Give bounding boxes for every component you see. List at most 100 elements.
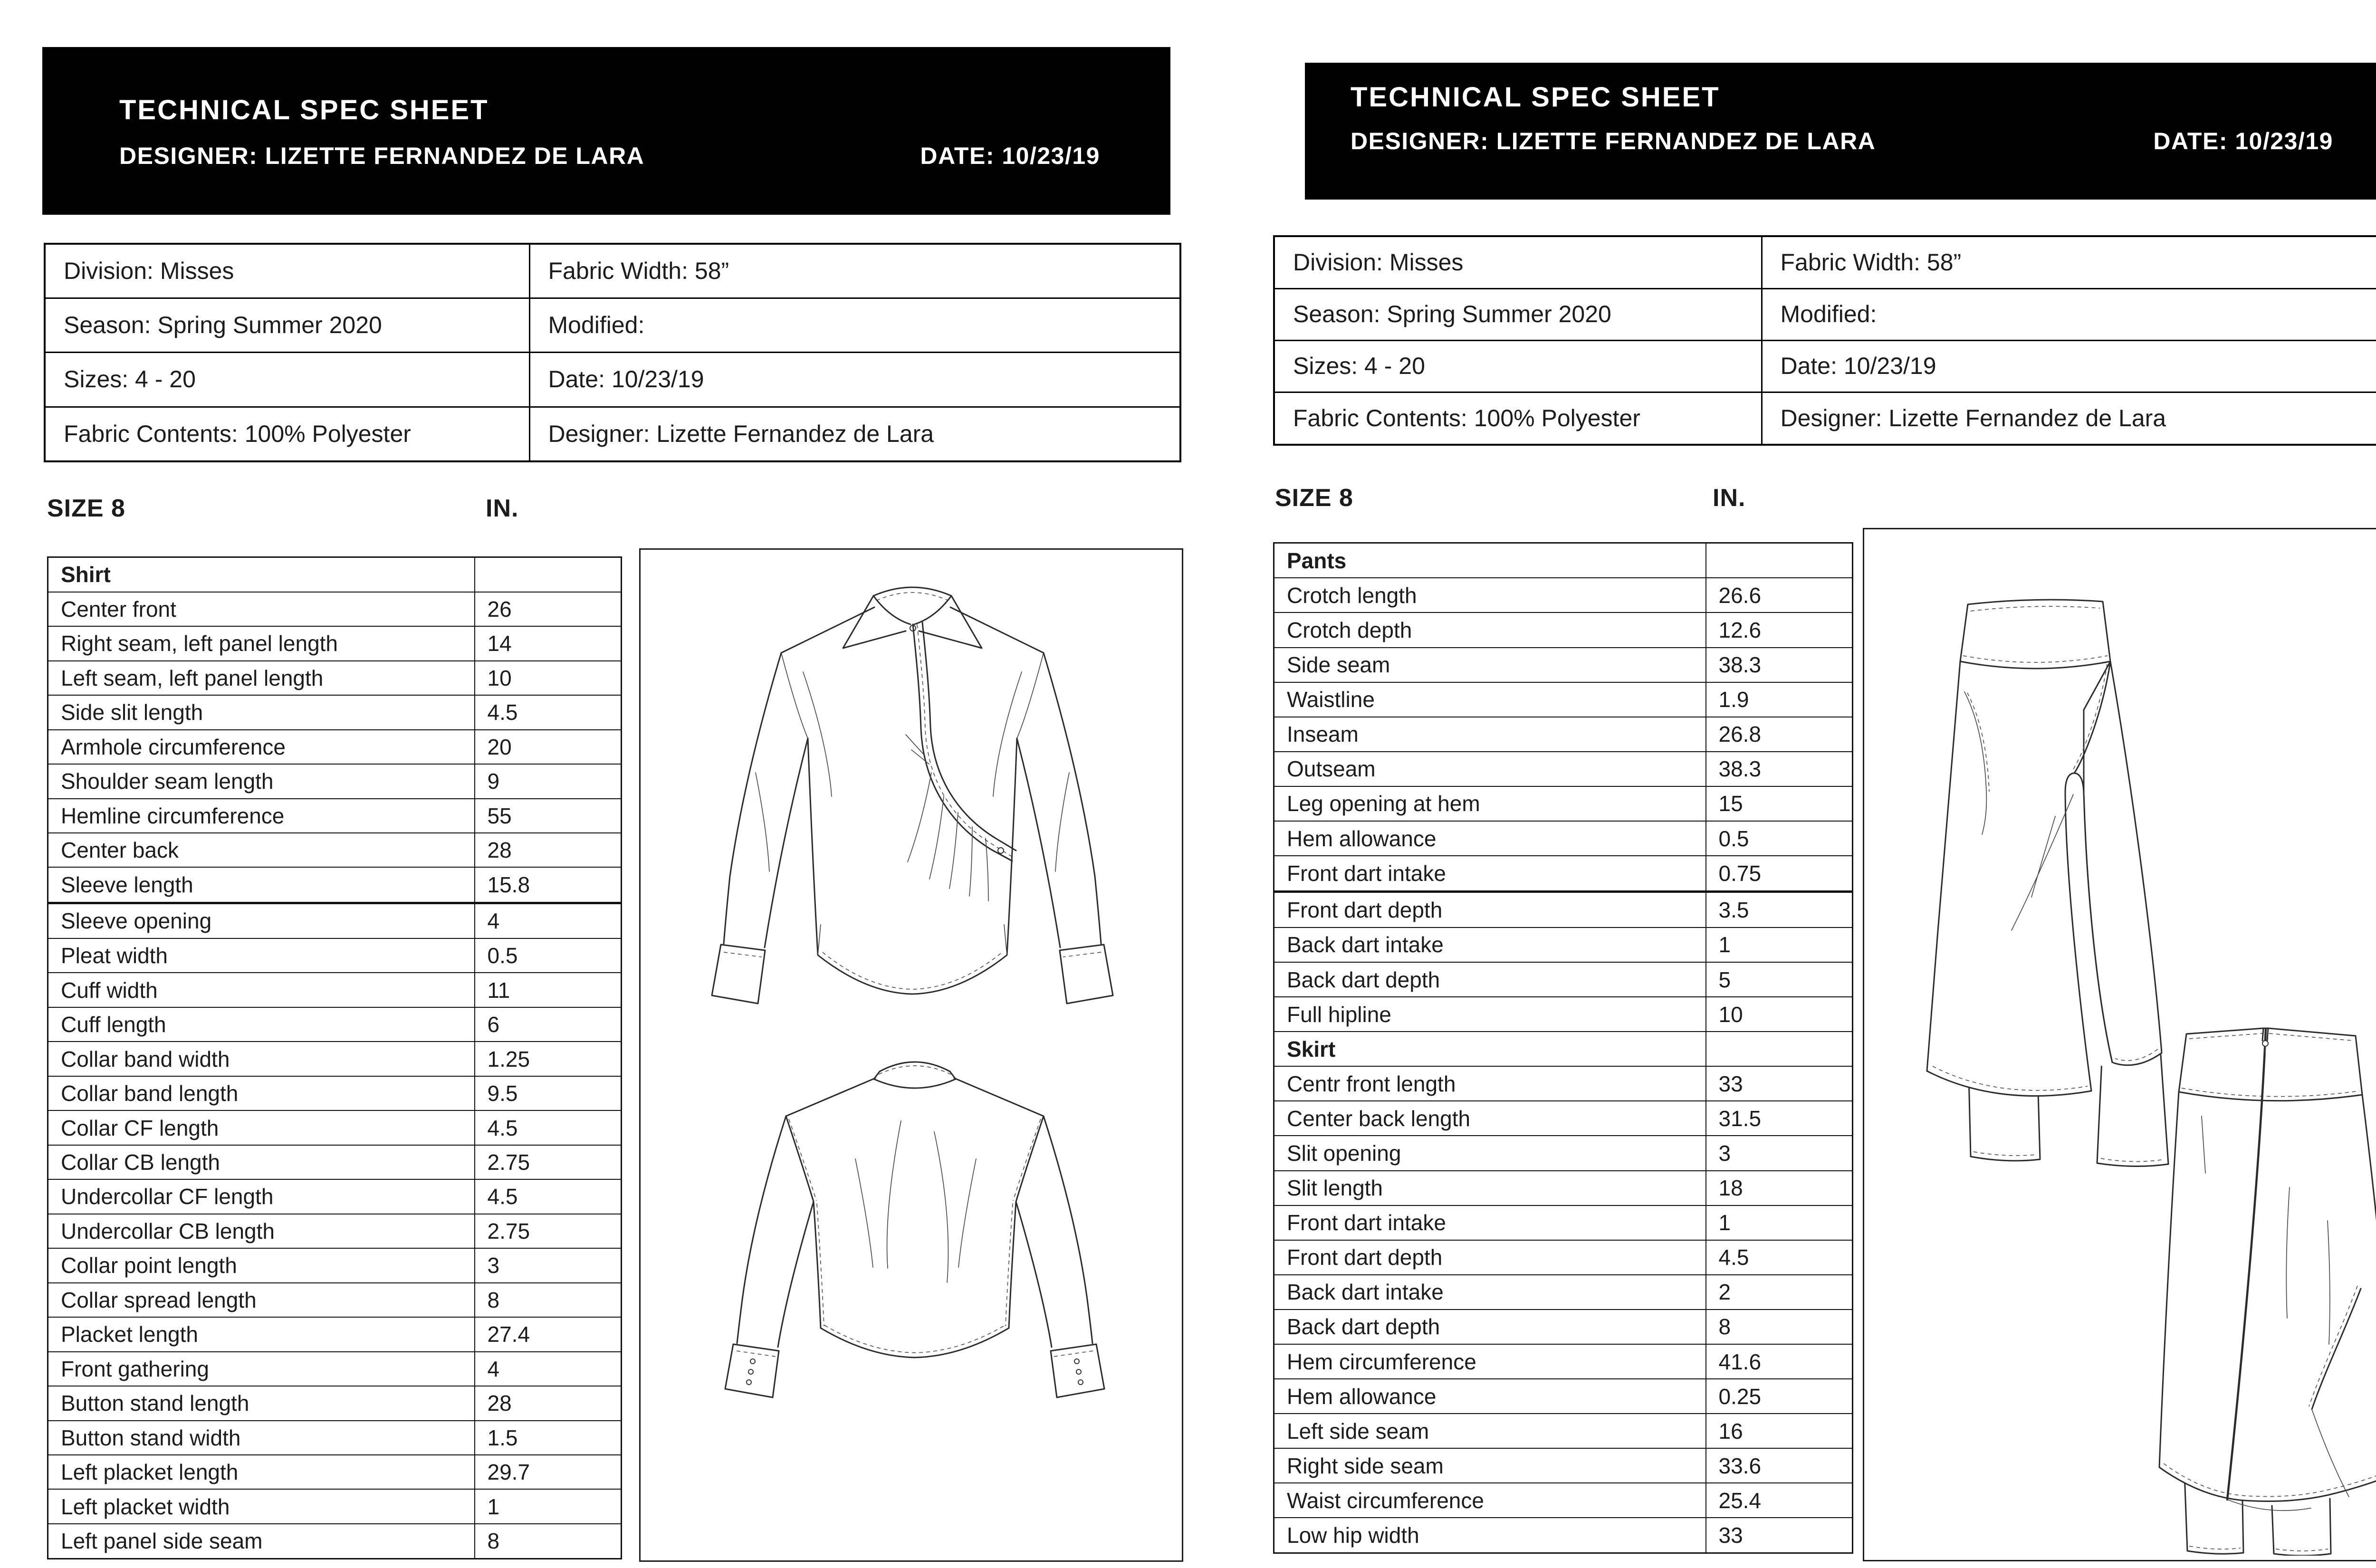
measurement-name: Button stand length <box>47 1386 475 1421</box>
measurement-value: 11 <box>474 972 622 1008</box>
measurement-row: Front dart depth 4.5 <box>1273 1239 1853 1275</box>
measurement-name: Hemline circumference <box>47 798 475 834</box>
info-row: Division: Misses Fabric Width: 58” <box>1273 235 2376 289</box>
measurement-value: 1.9 <box>1705 681 1853 717</box>
measurement-name: Front dart intake <box>1273 855 1706 892</box>
info-cell-left: Sizes: 4 - 20 <box>44 352 530 408</box>
measurement-value: 55 <box>474 798 622 834</box>
measurement-value: 4 <box>474 1351 622 1387</box>
size-label: SIZE 8 <box>1275 484 1353 512</box>
measurement-row: Front dart intake 1 <box>1273 1205 1853 1241</box>
measurement-name: Back dart depth <box>1273 1309 1706 1345</box>
info-row: Fabric Contents: 100% Polyester Designer… <box>44 406 1181 462</box>
measurement-value: 28 <box>474 1386 622 1421</box>
measurement-name: Sleeve opening <box>47 901 475 939</box>
info-row: Fabric Contents: 100% Polyester Designer… <box>1273 392 2376 446</box>
shirt-measurements-table: Shirt Center front 26 Right seam, left p… <box>47 556 622 1559</box>
page-header-bar: TECHNICAL SPEC SHEET DESIGNER: LIZETTE F… <box>1305 63 2376 200</box>
measurement-row: Shirt <box>47 556 622 593</box>
measurement-row: Left placket width 1 <box>47 1489 622 1524</box>
size-label: SIZE 8 <box>47 495 125 522</box>
info-cell-left: Fabric Contents: 100% Polyester <box>1273 392 1763 446</box>
measurement-name: Pleat width <box>47 937 475 974</box>
measurement-row: Undercollar CB length 2.75 <box>47 1213 622 1249</box>
measurement-value: 10 <box>1705 996 1853 1033</box>
measurement-value: 25.4 <box>1705 1482 1853 1519</box>
measurement-name: Leg opening at hem <box>1273 785 1706 822</box>
measurement-row: Collar CF length 4.5 <box>47 1110 622 1146</box>
measurement-row: Low hip width 33 <box>1273 1517 1853 1554</box>
measurement-name: Back dart intake <box>1273 1274 1706 1310</box>
measurement-name: Undercollar CB length <box>47 1213 475 1249</box>
measurement-row: Hemline circumference 55 <box>47 798 622 834</box>
measurement-row: Left seam, left panel length 10 <box>47 660 622 696</box>
measurement-value: 1 <box>1705 1205 1853 1241</box>
measurement-value: 4 <box>474 901 622 939</box>
measurement-row: Full hipline 10 <box>1273 996 1853 1033</box>
measurement-name: Full hipline <box>1273 996 1706 1033</box>
measurement-name: Slit opening <box>1273 1135 1706 1171</box>
measurement-row: Cuff width 11 <box>47 972 622 1008</box>
measurement-value: 1 <box>1705 927 1853 963</box>
measurement-row: Slit length 18 <box>1273 1170 1853 1206</box>
measurement-row: Collar band length 9.5 <box>47 1075 622 1111</box>
measurement-name: Left seam, left panel length <box>47 660 475 696</box>
skirt-pants-back-flat-drawing <box>2158 1027 2376 1556</box>
measurement-row: Center front 26 <box>47 591 622 627</box>
measurement-value: 33.6 <box>1705 1448 1853 1484</box>
measurement-name: Collar band width <box>47 1041 475 1077</box>
measurement-row: Outseam 38.3 <box>1273 751 1853 787</box>
measurement-name: Shoulder seam length <box>47 764 475 799</box>
measurement-row: Hem circumference 41.6 <box>1273 1343 1853 1380</box>
measurement-name: Center front <box>47 591 475 627</box>
page-title: TECHNICAL SPEC SHEET <box>119 95 489 125</box>
measurement-value: 14 <box>474 626 622 661</box>
measurement-row: Leg opening at hem 15 <box>1273 785 1853 822</box>
measurement-value: 9.5 <box>474 1075 622 1111</box>
measurement-value: 15.8 <box>474 867 622 904</box>
measurement-name: Collar spread length <box>47 1282 475 1318</box>
measurement-row: Back dart intake 1 <box>1273 927 1853 963</box>
info-cell-right: Modified: <box>1761 287 2376 341</box>
measurement-name: Back dart intake <box>1273 927 1706 963</box>
measurement-value: 1 <box>474 1489 622 1524</box>
measurement-name: Collar point length <box>47 1248 475 1283</box>
info-cell-right: Date: 10/23/19 <box>1761 339 2376 393</box>
pants-skirt-drawing-box <box>1863 528 2376 1561</box>
measurement-row: Center back 28 <box>47 832 622 868</box>
measurement-row: Undercollar CF length 4.5 <box>47 1179 622 1214</box>
measurement-value: 3 <box>1705 1135 1853 1171</box>
measurement-row: Armhole circumference 20 <box>47 729 622 765</box>
measurement-name: Shirt <box>47 556 475 593</box>
info-cell-left: Division: Misses <box>1273 235 1763 289</box>
measurement-name: Waist circumference <box>1273 1482 1706 1519</box>
measurement-row: Collar spread length 8 <box>47 1282 622 1318</box>
measurement-value: 27.4 <box>474 1317 622 1352</box>
date-label: DATE: 10/23/19 <box>2153 128 2333 154</box>
measurement-name: Collar CF length <box>47 1110 475 1146</box>
shirt-front-flat-drawing <box>711 586 1114 1004</box>
info-cell-left: Season: Spring Summer 2020 <box>44 297 530 354</box>
designer-label: DESIGNER: LIZETTE FERNANDEZ DE LARA <box>119 143 645 169</box>
date-label: DATE: 10/23/19 <box>920 143 1100 169</box>
measurement-name: Left panel side seam <box>47 1523 475 1559</box>
measurement-name: Slit length <box>1273 1170 1706 1206</box>
measurement-value <box>1705 1031 1853 1067</box>
measurement-value: 4.5 <box>474 695 622 730</box>
measurement-row: Back dart depth 5 <box>1273 961 1853 998</box>
measurement-value: 8 <box>474 1523 622 1559</box>
info-cell-right: Date: 10/23/19 <box>528 352 1181 408</box>
header-sub-row: DESIGNER: LIZETTE FERNANDEZ DE LARA DATE… <box>1351 129 2333 153</box>
measurement-name: Side seam <box>1273 647 1706 683</box>
measurement-row: Left panel side seam 8 <box>47 1523 622 1559</box>
measurement-value: 2.75 <box>474 1213 622 1249</box>
measurement-value: 26.8 <box>1705 716 1853 752</box>
measurement-name: Placket length <box>47 1317 475 1352</box>
measurement-name: Front dart intake <box>1273 1205 1706 1241</box>
measurement-row: Collar CB length 2.75 <box>47 1144 622 1180</box>
measurement-value: 41.6 <box>1705 1343 1853 1380</box>
measurement-row: Back dart depth 8 <box>1273 1309 1853 1345</box>
measurement-row: Centr front length 33 <box>1273 1066 1853 1102</box>
unit-label: IN. <box>486 495 519 522</box>
measurement-row: Left placket length 29.7 <box>47 1454 622 1490</box>
